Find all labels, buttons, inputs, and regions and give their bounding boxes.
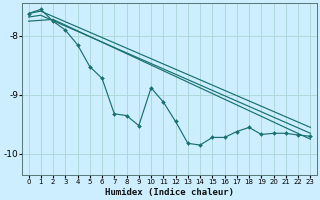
X-axis label: Humidex (Indice chaleur): Humidex (Indice chaleur) (105, 188, 234, 197)
